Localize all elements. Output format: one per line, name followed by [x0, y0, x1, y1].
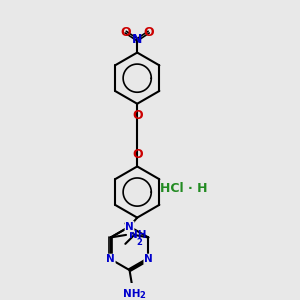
Text: N: N	[132, 33, 142, 46]
Text: O: O	[143, 26, 154, 39]
Text: 2: 2	[139, 291, 145, 300]
Text: N: N	[125, 222, 134, 232]
Text: O: O	[132, 148, 142, 161]
Text: N: N	[106, 254, 115, 264]
Text: O: O	[120, 26, 131, 39]
Text: NH: NH	[129, 230, 147, 240]
Text: HCl · H: HCl · H	[160, 182, 207, 195]
Text: 2: 2	[137, 238, 143, 247]
Text: N: N	[144, 254, 153, 264]
Text: O: O	[132, 109, 142, 122]
Text: NH: NH	[123, 289, 141, 298]
